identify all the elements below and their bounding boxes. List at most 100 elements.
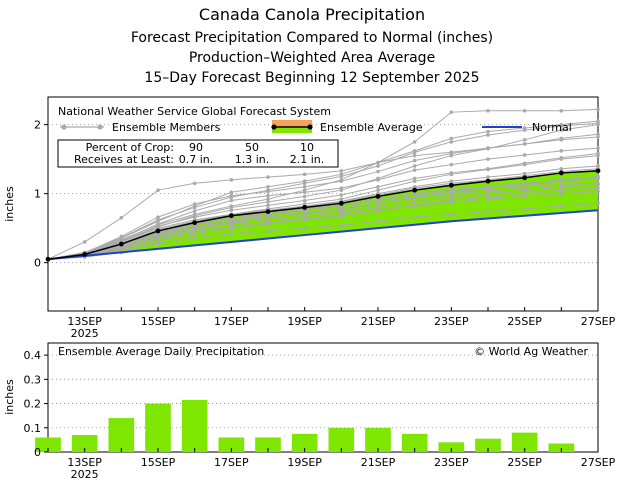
ensemble-member-point	[376, 208, 380, 213]
ensemble-member-point	[339, 169, 344, 173]
ensemble-member-point	[266, 215, 270, 219]
legend-average-band-top	[272, 120, 312, 127]
ensemble-member-line	[47, 155, 599, 260]
ensemble-member-point	[339, 193, 344, 197]
ensemble-member-point	[596, 151, 600, 156]
ensemble-member-point	[229, 231, 234, 236]
daily-bar	[181, 399, 208, 452]
ensemble-member-line	[47, 120, 599, 260]
chart-subtitle-1: Forecast Precipitation Compared to Norma…	[131, 30, 493, 46]
ensemble-member-point	[522, 186, 527, 190]
cumulative-x-tick-label: 19SEP	[287, 315, 322, 328]
cumulative-x-tick-label: 13SEP	[67, 315, 102, 328]
ensemble-member-point	[339, 178, 344, 182]
ensemble-member-series	[47, 121, 600, 260]
ensemble-member-point	[156, 234, 160, 239]
ensemble-member-point	[339, 197, 344, 201]
ensemble-average-point	[45, 256, 51, 262]
ensemble-average-point	[192, 220, 198, 226]
ensemble-average-point	[558, 170, 564, 176]
daily-y-tick-label: 0	[34, 446, 41, 459]
daily-x-tick-label: 23SEP	[434, 456, 469, 469]
ensemble-member-point	[449, 150, 454, 155]
crop-table-row1-value-2: 50	[245, 141, 259, 154]
ensemble-member-point	[376, 188, 380, 192]
ensemble-member-point	[266, 218, 270, 222]
ensemble-member-point	[412, 168, 417, 172]
ensemble-average-point	[522, 175, 528, 181]
cumulative-y-tick-label: 1	[34, 188, 41, 201]
ensemble-member-point	[486, 129, 490, 134]
cumulative-x-tick-label: 27SEP	[581, 315, 616, 328]
daily-bar	[255, 437, 281, 452]
ensemble-average-line	[47, 170, 599, 260]
chart-subtitle-3: 15–Day Forecast Beginning 12 September 2…	[144, 70, 479, 86]
ensemble-average-point	[265, 209, 271, 214]
ensemble-member-point	[522, 194, 527, 199]
ensemble-member-point	[192, 205, 197, 210]
ensemble-average-point	[412, 187, 418, 193]
ensemble-member-point	[596, 189, 600, 194]
daily-bar	[548, 443, 575, 452]
ensemble-member-point	[229, 190, 234, 195]
ensemble-average-point	[82, 251, 88, 257]
ensemble-member-point	[449, 153, 454, 158]
ensemble-member-point	[266, 188, 270, 192]
ensemble-member-point	[339, 211, 344, 215]
ensemble-member-point	[412, 153, 417, 158]
ensemble-member-line	[47, 175, 599, 260]
ensemble-member-point	[522, 161, 527, 166]
ensemble-member-point	[449, 200, 454, 204]
legend-average-label: Ensemble Average	[320, 121, 423, 134]
daily-bar	[145, 403, 171, 452]
chart-subtitle-2: Production–Weighted Area Average	[189, 50, 435, 66]
ensemble-member-point	[302, 226, 307, 230]
ensemble-member-point	[449, 212, 454, 217]
ensemble-member-point	[559, 188, 564, 192]
daily-x-tick-label: 21SEP	[361, 456, 396, 469]
daily-bar	[108, 418, 135, 452]
ensemble-member-point	[339, 207, 344, 211]
legend-members-label: Ensemble Members	[112, 121, 221, 134]
ensemble-member-point	[596, 121, 600, 126]
cumulative-y-tick-label: 2	[34, 119, 41, 132]
ensemble-member-point	[412, 195, 417, 200]
ensemble-member-point	[522, 138, 527, 142]
ensemble-member-point	[449, 140, 454, 144]
ensemble-member-point	[596, 132, 600, 137]
ensemble-member-point	[192, 215, 197, 219]
ensemble-member-point	[559, 155, 564, 160]
ensemble-member-point	[302, 188, 307, 192]
ensemble-member-point	[559, 138, 564, 142]
ensemble-member-point	[522, 142, 527, 146]
daily-bar	[365, 427, 391, 452]
ensemble-member-point	[559, 183, 564, 188]
ensemble-member-point	[266, 229, 270, 233]
ensemble-member-point	[449, 171, 454, 175]
ensemble-member-line	[47, 182, 599, 260]
ensemble-member-point	[596, 174, 600, 179]
ensemble-member-point	[229, 178, 234, 182]
legend-members-marker-end	[97, 124, 103, 130]
ensemble-member-point	[449, 136, 454, 141]
ensemble-member-point	[412, 179, 417, 184]
cumulative-x-tick-year: 2025	[71, 327, 99, 340]
ensemble-member-point	[376, 201, 380, 206]
daily-bar	[401, 433, 428, 452]
daily-plot-frame	[47, 342, 599, 453]
ensemble-member-point	[412, 140, 417, 144]
ensemble-member-point	[522, 207, 527, 211]
daily-y-tick-label: 0.3	[24, 373, 42, 386]
ensemble-member-point	[302, 217, 307, 221]
ensemble-member-point	[486, 133, 490, 137]
ensemble-member-point	[192, 209, 197, 213]
ensemble-member-point	[522, 182, 527, 186]
legend-average-band-bottom	[272, 127, 312, 133]
ensemble-member-point	[229, 204, 234, 208]
ensemble-member-point	[339, 223, 344, 228]
daily-x-tick-year: 2025	[71, 468, 99, 481]
ensemble-member-point	[449, 191, 454, 196]
daily-bar	[511, 432, 538, 452]
